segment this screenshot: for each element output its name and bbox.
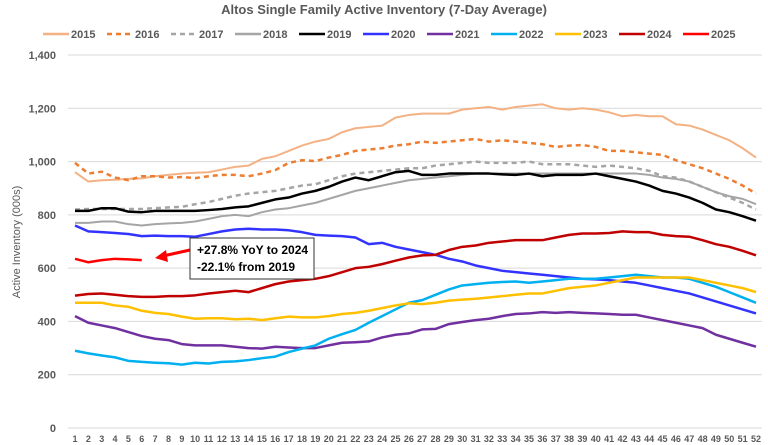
y-tick-label: 0 <box>50 423 56 435</box>
series-line-2015 <box>74 103 757 183</box>
x-tick-label: 22 <box>350 434 360 444</box>
x-tick-label: 9 <box>179 434 184 444</box>
x-tick-label: 32 <box>484 434 494 444</box>
x-tick-label: 31 <box>471 434 481 444</box>
x-tick-label: 37 <box>551 434 561 444</box>
legend-label-2015: 2015 <box>71 29 95 41</box>
x-tick-label: 40 <box>591 434 601 444</box>
legend-label-2017: 2017 <box>199 29 223 41</box>
legend-label-2018: 2018 <box>263 29 287 41</box>
x-tick-label: 15 <box>257 434 267 444</box>
x-tick-label: 36 <box>537 434 547 444</box>
x-tick-label: 50 <box>724 434 734 444</box>
y-tick-label: 400 <box>38 316 56 328</box>
x-tick-label: 11 <box>204 434 214 444</box>
x-tick-label: 5 <box>126 434 131 444</box>
legend-label-2016: 2016 <box>135 29 159 41</box>
y-tick-label: 200 <box>38 370 56 382</box>
x-tick-label: 43 <box>631 434 641 444</box>
x-tick-label: 26 <box>404 434 414 444</box>
x-tick-label: 25 <box>390 434 400 444</box>
x-tick-label: 34 <box>511 434 521 444</box>
annotation: +27.8% YoY to 2024 -22.1% from 2019 <box>155 237 315 280</box>
series-line-2016 <box>74 137 757 195</box>
x-tick-label: 47 <box>684 434 694 444</box>
chart-title: Altos Single Family Active Inventory (7-… <box>221 2 547 17</box>
y-tick-label: 800 <box>38 210 56 222</box>
legend-label-2021: 2021 <box>455 29 479 41</box>
annotation-arrow <box>162 248 191 258</box>
y-tick-label: 1,000 <box>28 157 56 169</box>
x-tick-label: 19 <box>310 434 320 444</box>
legend-label-2025: 2025 <box>711 29 735 41</box>
x-tick-label: 30 <box>457 434 467 444</box>
y-axis-label: Active Inventory (000s) <box>11 186 23 299</box>
x-tick-label: 29 <box>444 434 454 444</box>
x-tick-label: 2 <box>86 434 91 444</box>
x-tick-label: 35 <box>524 434 534 444</box>
x-tick-label: 6 <box>139 434 144 444</box>
series-lines <box>74 103 757 366</box>
x-tick-label: 23 <box>364 434 374 444</box>
x-tick-label: 1 <box>72 434 77 444</box>
x-tick-label: 13 <box>230 434 240 444</box>
x-tick-label: 49 <box>711 434 721 444</box>
x-tick-label: 44 <box>644 434 654 444</box>
x-tick-label: 14 <box>244 434 254 444</box>
y-tick-label: 600 <box>38 263 56 275</box>
x-tick-label: 46 <box>671 434 681 444</box>
y-tick-label: 1,200 <box>28 103 56 115</box>
y-tick-label: 1,400 <box>28 50 56 62</box>
x-tick-label: 38 <box>564 434 574 444</box>
series-line-2024 <box>74 230 757 299</box>
x-tick-label: 28 <box>431 434 441 444</box>
series-line-2017 <box>74 160 757 211</box>
x-tick-label: 20 <box>324 434 334 444</box>
annotation-line-2: -22.1% from 2019 <box>197 260 295 274</box>
arrow-head-icon <box>155 250 168 262</box>
x-tick-label: 8 <box>166 434 171 444</box>
x-tick-label: 41 <box>604 434 614 444</box>
x-tick-label: 51 <box>738 434 748 444</box>
x-tick-label: 17 <box>284 434 294 444</box>
x-tick-label: 27 <box>417 434 427 444</box>
x-tick-label: 24 <box>377 434 387 444</box>
x-tick-label: 21 <box>337 434 347 444</box>
x-tick-label: 52 <box>751 434 761 444</box>
x-tick-label: 18 <box>297 434 307 444</box>
x-tick-label: 39 <box>577 434 587 444</box>
x-tick-label: 3 <box>99 434 104 444</box>
annotation-line-1: +27.8% YoY to 2024 <box>197 243 308 257</box>
x-tick-label: 4 <box>113 434 118 444</box>
series-line-2020 <box>74 224 757 315</box>
x-tick-label: 10 <box>190 434 200 444</box>
y-axis-ticks: 0 200 400 600 800 1,000 1,200 1,400 <box>28 50 56 435</box>
legend-label-2019: 2019 <box>327 29 351 41</box>
x-tick-label: 42 <box>617 434 627 444</box>
series-line-2019 <box>75 169 757 222</box>
x-tick-label: 16 <box>270 434 280 444</box>
series-line-2023 <box>75 276 757 322</box>
x-axis-ticks: 1 2 3 4 5 6 7 8 9 10 11 12 13 14 15 16 17 18 19 20 21 22 23 24 2… <box>72 434 761 444</box>
x-tick-label: 33 <box>497 434 507 444</box>
series-line-2022 <box>74 273 757 366</box>
gridlines <box>68 54 762 429</box>
series-line-2025 <box>74 257 142 264</box>
x-tick-label: 45 <box>658 434 668 444</box>
x-tick-label: 48 <box>698 434 708 444</box>
legend-label-2020: 2020 <box>391 29 415 41</box>
legend: 2015 2016 2017 2018 2019 2020 2021 2022 2023 2024… <box>43 29 735 41</box>
series-line-2021 <box>74 310 757 350</box>
x-tick-label: 7 <box>153 434 158 444</box>
legend-label-2024: 2024 <box>647 29 672 41</box>
annotation-box <box>189 237 315 280</box>
legend-label-2022: 2022 <box>519 29 543 41</box>
series-line-2018 <box>75 172 757 227</box>
x-tick-label: 12 <box>217 434 227 444</box>
legend-label-2023: 2023 <box>583 29 607 41</box>
